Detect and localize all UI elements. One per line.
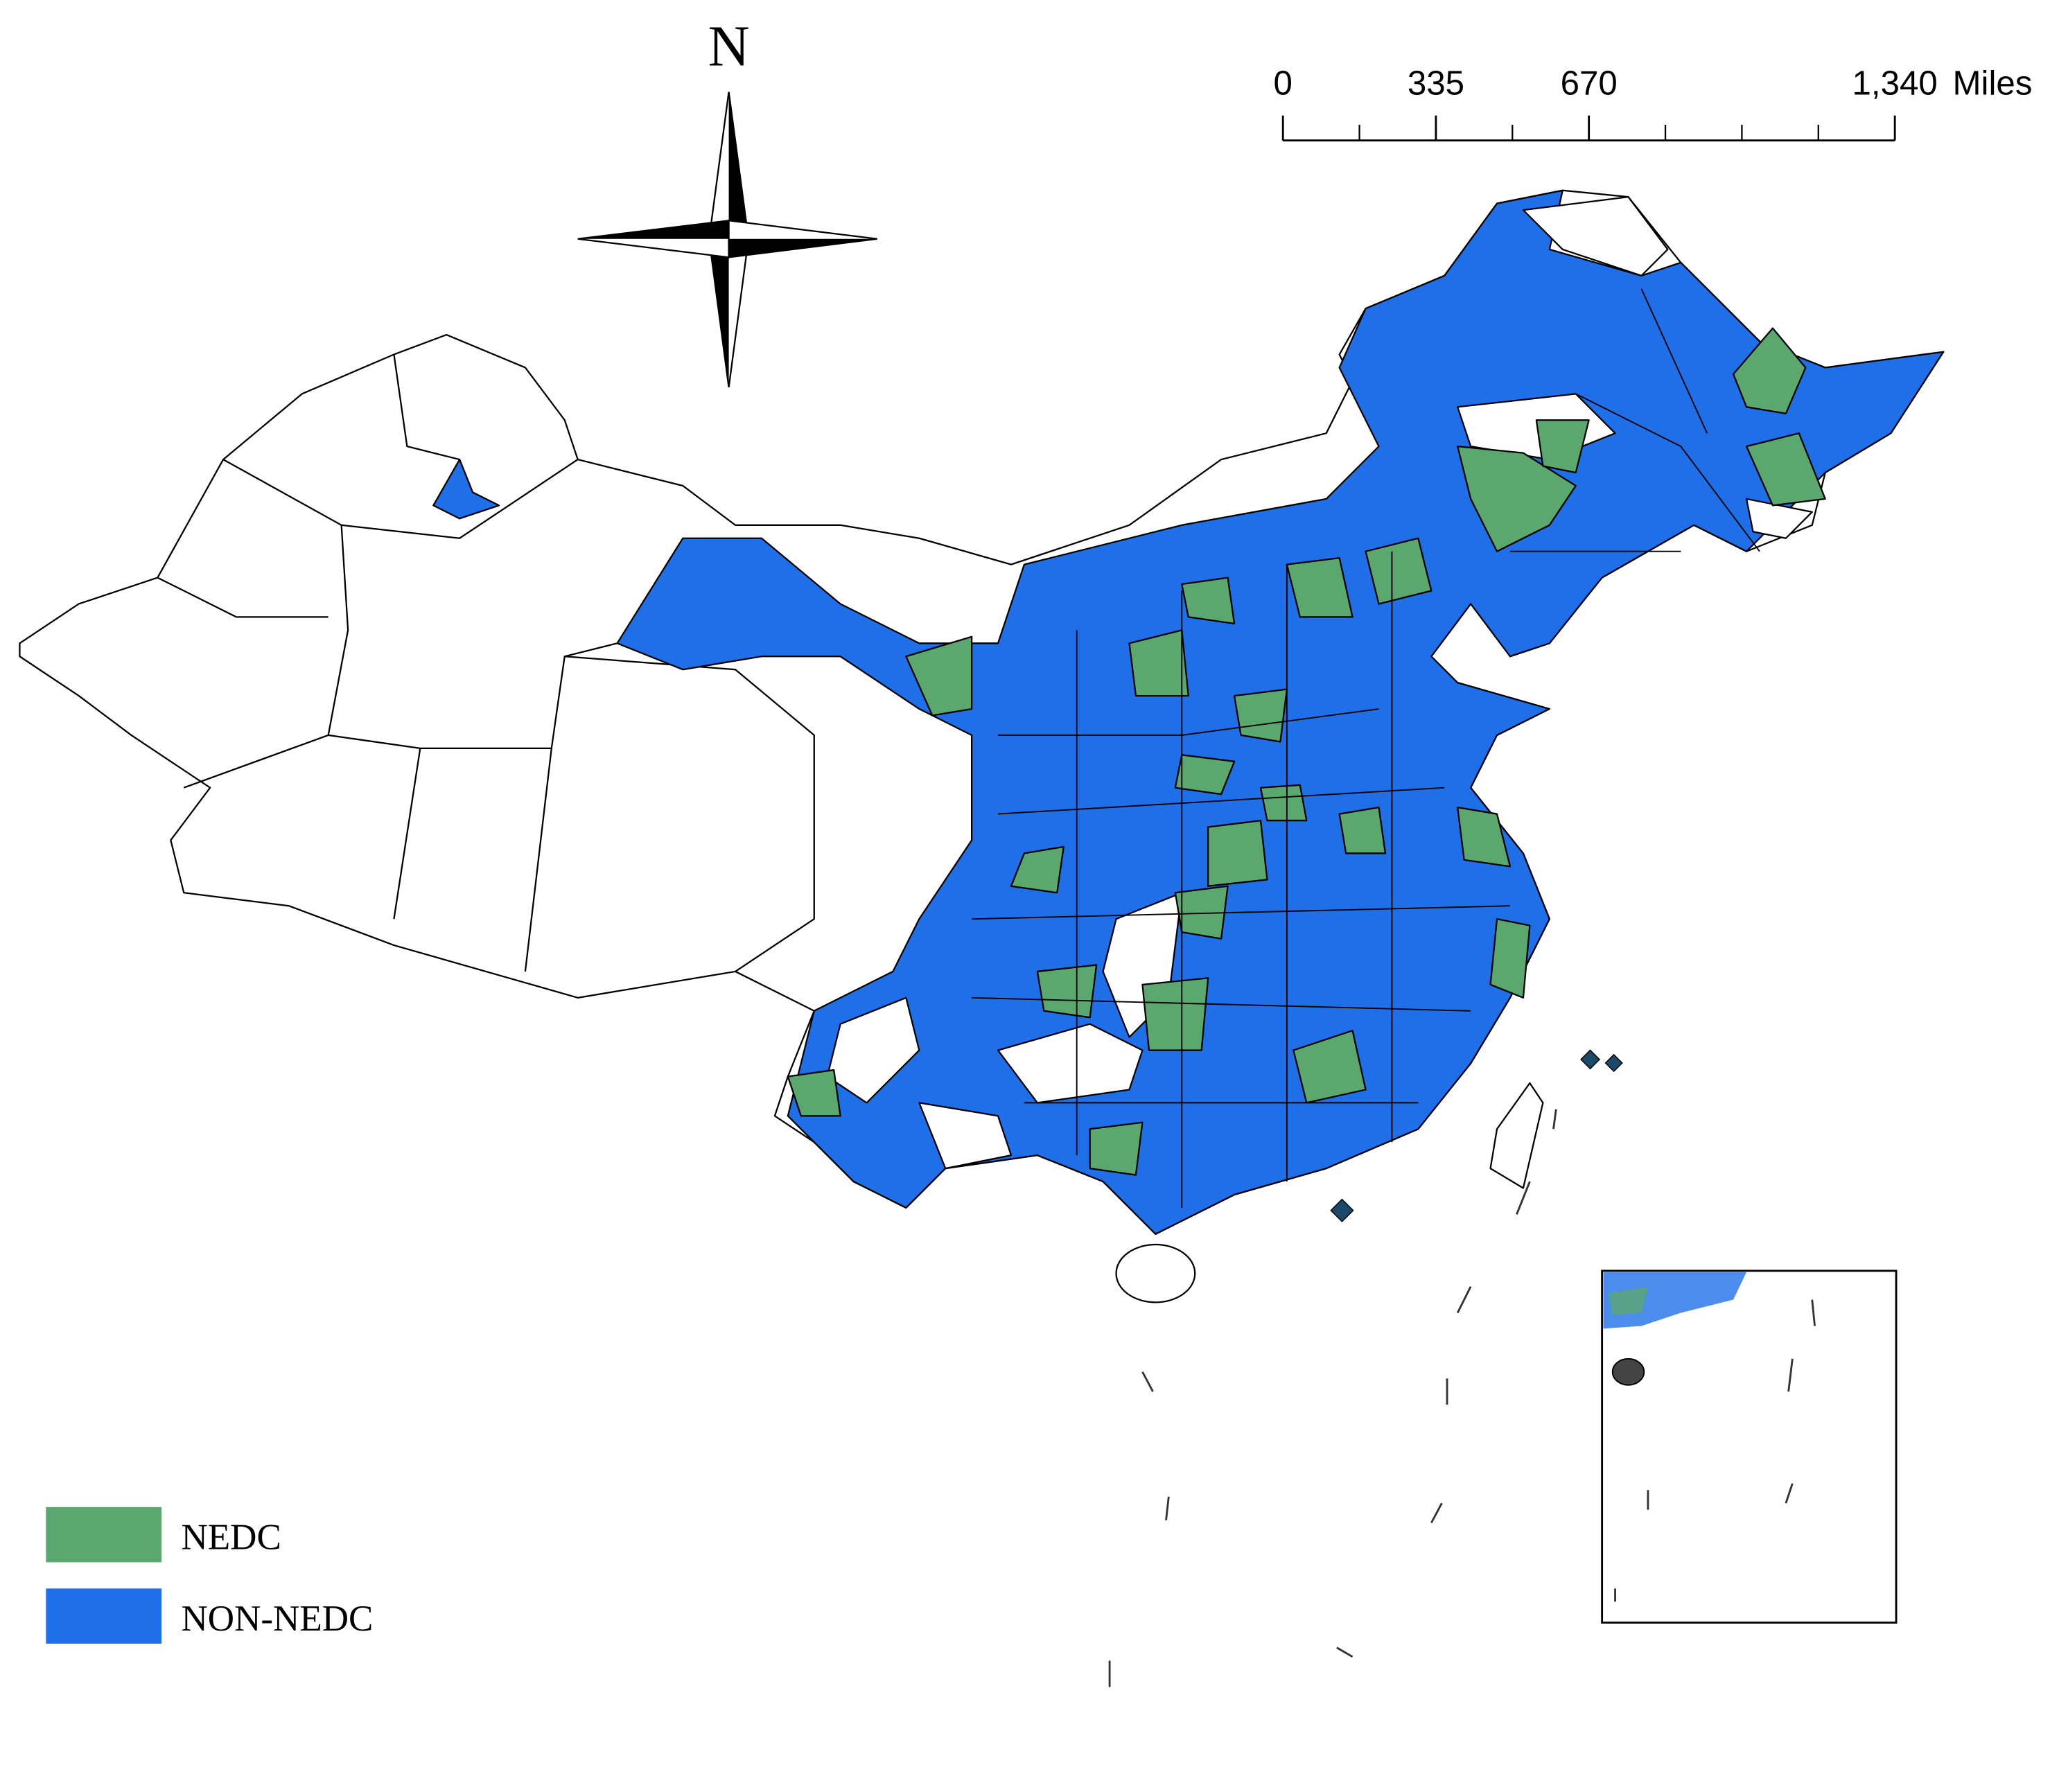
- legend-swatch: [46, 1506, 162, 1563]
- north-label: N: [708, 15, 749, 79]
- scale-label: 1,340: [1852, 64, 1938, 102]
- legend-swatch: [46, 1588, 162, 1644]
- island-dashes: [1108, 1109, 1557, 1687]
- non-nedc-region: [432, 458, 500, 520]
- legend: NEDC NON-NEDC: [46, 1506, 373, 1644]
- legend-label: NON-NEDC: [181, 1599, 373, 1639]
- scale-label: 0: [1273, 64, 1292, 102]
- legend-label: NEDC: [181, 1518, 281, 1558]
- east-borders: [972, 288, 1760, 1208]
- scale-bar: Miles 0 335 670 1,340: [1273, 64, 2033, 142]
- scale-unit: Miles: [1953, 64, 2033, 102]
- inset: [1601, 1270, 1898, 1624]
- west-borders: [157, 354, 815, 972]
- islands: [1330, 1049, 1623, 1222]
- scale-label: 670: [1561, 64, 1618, 102]
- nedc-regions: [787, 327, 1826, 1176]
- north-arrow: N: [577, 15, 877, 388]
- scale-label: 335: [1408, 64, 1464, 102]
